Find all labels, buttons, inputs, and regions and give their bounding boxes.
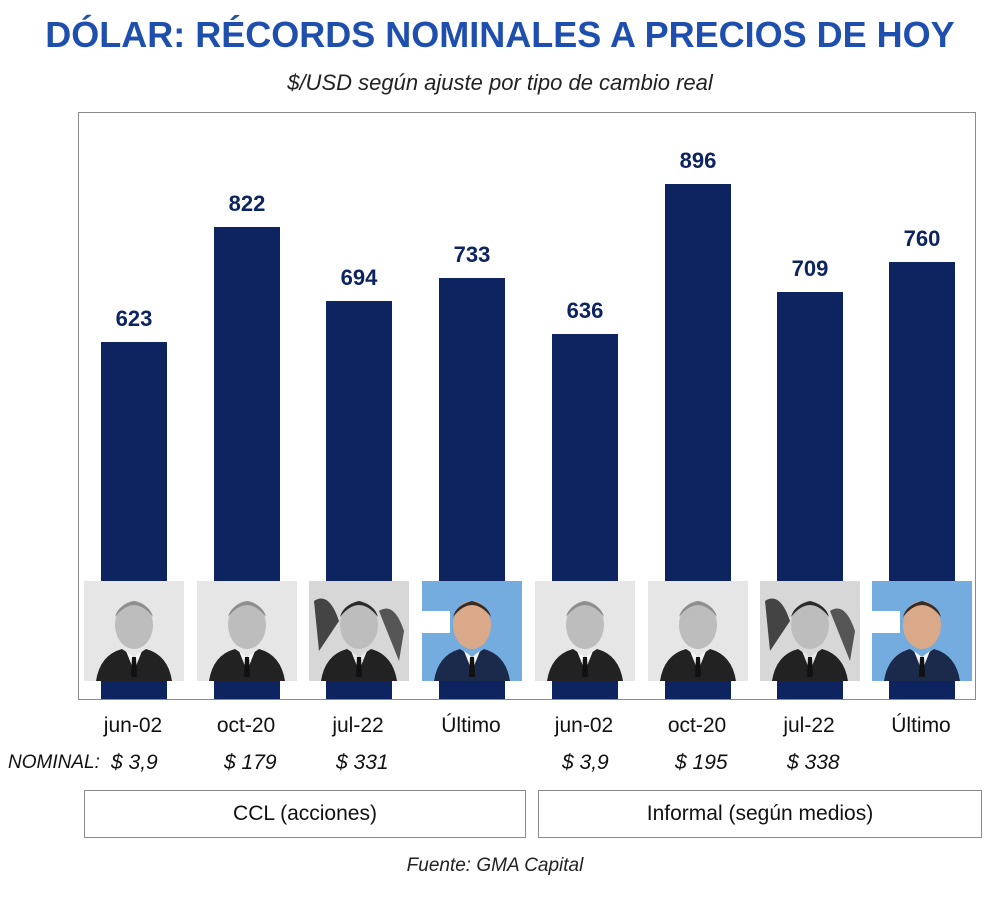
plot-area: 623 822 694 733 636 896 709 760 [78, 112, 976, 700]
bar-value-label: 760 [903, 226, 941, 252]
nominal-value: $ 338 [787, 751, 840, 774]
category-label: Último [441, 714, 501, 737]
group-box-informal: Informal (según medios) [538, 790, 982, 838]
chart-title: DÓLAR: RÉCORDS NOMINALES A PRECIOS DE HO… [45, 14, 955, 55]
bar-value-label: 822 [228, 190, 266, 216]
bar-value-label: 733 [453, 242, 491, 268]
category-label: jun-02 [554, 714, 614, 737]
bar-value-label: 709 [791, 255, 829, 281]
nominal-value: $ 331 [336, 751, 389, 774]
chart-subtitle: $/USD según ajuste por tipo de cambio re… [287, 70, 713, 95]
nominal-value: $ 3,9 [111, 751, 158, 774]
bar-value-label: 623 [115, 305, 153, 331]
bar-value-label: 896 [679, 148, 717, 173]
portrait-grayscale-3 [760, 581, 860, 681]
portrait-grayscale-2 [197, 581, 297, 681]
nominal-label: NOMINAL: [8, 752, 100, 773]
bar-value-label: 694 [340, 264, 378, 290]
category-label: jul-22 [332, 714, 384, 737]
nominal-value: $ 195 [675, 751, 728, 774]
category-label: jun-02 [103, 714, 163, 737]
portrait-grayscale-1 [84, 581, 184, 681]
portrait-color-flag [872, 581, 972, 681]
nominal-value: $ 179 [224, 751, 277, 774]
portrait-grayscale-3 [309, 581, 409, 681]
category-label: oct-20 [667, 714, 727, 737]
category-label: jul-22 [783, 714, 835, 737]
group-box-ccl: CCL (acciones) [84, 790, 526, 838]
category-label: Último [891, 714, 951, 737]
source-note: Fuente: GMA Capital [406, 855, 584, 876]
portrait-grayscale-1 [535, 581, 635, 681]
nominal-value: $ 3,9 [562, 751, 609, 774]
portrait-color-flag [422, 581, 522, 681]
category-label: oct-20 [216, 714, 276, 737]
portrait-grayscale-2 [648, 581, 748, 681]
bar-value-label: 636 [566, 298, 604, 324]
